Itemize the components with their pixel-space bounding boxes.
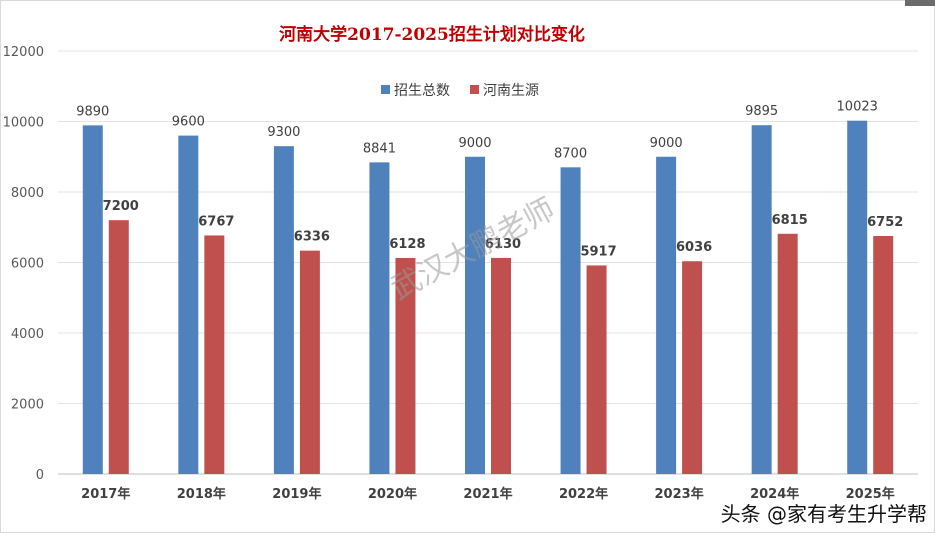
bar-local: [204, 235, 225, 474]
x-tick-label: 2018年: [177, 486, 226, 502]
bar-local: [108, 220, 129, 474]
bar-local: [873, 235, 894, 474]
x-tick-label: 2022年: [559, 486, 608, 502]
data-label-total: 9895: [745, 104, 778, 119]
bar-total: [273, 146, 294, 475]
y-tick-label: 12000: [3, 45, 44, 60]
legend-swatch-local: [470, 85, 479, 94]
y-tick-label: 6000: [11, 257, 44, 272]
bar-total: [656, 156, 677, 474]
legend-label-total: 招生总数: [394, 83, 450, 99]
data-label-total: 8841: [363, 141, 396, 156]
data-label-layer: 9890 9600 9300 8841 9000 8700 9000 9895 10023 720…: [76, 100, 903, 260]
window-corner-mark: [905, 0, 935, 6]
x-tick-label: 2020年: [368, 486, 417, 502]
chart-title: 河南大学2017-2025招生计划对比变化: [279, 24, 585, 45]
bar-local: [395, 257, 416, 474]
data-label-total: 8700: [554, 146, 587, 161]
data-label-total: 9000: [458, 136, 491, 151]
y-tick-label: 8000: [11, 186, 44, 201]
data-label-local: 6815: [772, 213, 808, 228]
data-label-local: 6036: [676, 240, 712, 255]
grid-layer: [58, 50, 918, 475]
bar-total: [369, 162, 390, 475]
bar-local: [682, 261, 703, 474]
legend-swatch-total: [381, 85, 390, 94]
legend-label-local: 河南生源: [483, 83, 539, 99]
data-label-local: 6752: [867, 215, 903, 230]
source-watermark: 头条 @家有考生升学帮: [721, 502, 927, 526]
bar-total: [560, 167, 581, 474]
bar-local: [586, 265, 607, 474]
bar-local: [491, 257, 511, 474]
bar-total: [751, 125, 772, 475]
bar-layer: [82, 120, 894, 475]
bar-total: [178, 135, 199, 474]
data-label-total: 10023: [837, 100, 878, 115]
legend: 招生总数 河南生源: [381, 83, 539, 99]
bar-total: [847, 120, 868, 475]
data-label-local: 5917: [580, 244, 616, 259]
data-label-local: 6336: [294, 230, 330, 245]
x-tick-label: 2024年: [750, 486, 799, 502]
y-tick-label: 10000: [3, 116, 44, 131]
y-tick-label: 2000: [11, 398, 44, 413]
data-label-total: 9600: [172, 115, 205, 130]
x-tick-label: 2017年: [81, 486, 130, 502]
axis-layer: 0 2000 4000 6000 8000 10000 12000 2017年 2018年 201…: [3, 45, 895, 502]
data-label-total: 9890: [76, 104, 109, 119]
x-tick-label: 2021年: [463, 486, 512, 502]
x-tick-label: 2025年: [846, 486, 895, 502]
data-label-local: 6767: [198, 214, 234, 229]
data-label-local: 7200: [103, 199, 139, 214]
data-label-local: 6130: [485, 237, 521, 252]
data-label-total: 9000: [650, 136, 683, 151]
bar-local: [777, 233, 798, 474]
data-label-total: 9300: [267, 125, 300, 140]
bar-total: [82, 125, 103, 474]
bar-local: [299, 250, 320, 474]
bar-total: [465, 156, 485, 474]
x-tick-label: 2019年: [272, 486, 321, 502]
x-tick-label: 2023年: [655, 486, 704, 502]
data-label-local: 6128: [389, 237, 425, 252]
y-tick-label: 4000: [11, 327, 44, 342]
y-tick-label: 0: [36, 468, 44, 483]
